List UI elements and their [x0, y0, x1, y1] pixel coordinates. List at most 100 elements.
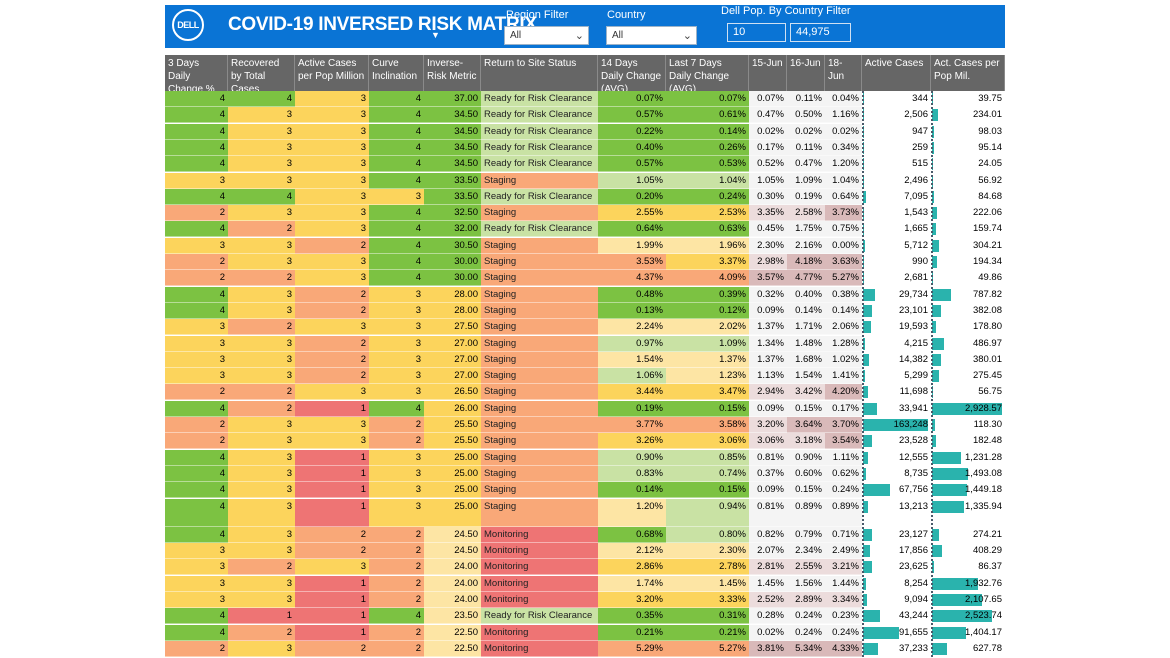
cell-value: 29,734	[898, 288, 928, 300]
cell-curve-inclination: 4	[369, 172, 424, 189]
cell-value: 9,094	[904, 594, 928, 605]
column-header-curve-inclination[interactable]: Curve Inclination	[369, 55, 424, 91]
cell-active-per-pop-mil: 1,493.08	[931, 465, 1005, 482]
cell-jun-15: 0.81%	[749, 449, 787, 466]
sort-descending-icon[interactable]: ▼	[431, 30, 440, 40]
column-header-active-per-million[interactable]: Active Cases per Pop Million	[295, 55, 369, 91]
cell-recovered-ratio: 3	[228, 482, 295, 499]
table-row[interactable]: 4 4 3 3 33.50 Ready for Risk Clearance 0.20% 0.…	[165, 188, 1005, 205]
table-row[interactable]: 3 3 1 2 24.00 Monitoring 1.74% 1.45% 1.45% 1.56% 1…	[165, 575, 1005, 592]
table-row[interactable]: 3 3 2 3 27.00 Staging 1.54% 1.37% 1.37% 1.68% 1.02…	[165, 351, 1005, 368]
column-separator	[862, 91, 864, 658]
cell-active-per-million: 1	[295, 575, 369, 592]
cell-value: 39.75	[978, 93, 1002, 104]
table-row[interactable]: 4 3 1 3 25.00 Staging 0.14% 0.15% 0.09% 0.15% 0.24…	[165, 482, 1005, 499]
cell-recovered-ratio: 3	[228, 417, 295, 433]
data-bar	[863, 402, 877, 415]
cell-three-day-change: 4	[165, 482, 228, 499]
table-row[interactable]: 4 2 3 4 32.00 Ready for Risk Clearance 0.64% 0.…	[165, 221, 1005, 238]
table-row[interactable]: 3 3 1 2 24.00 Monitoring 3.20% 3.33% 2.52% 2.89% 3…	[165, 592, 1005, 608]
table-row[interactable]: 4 3 1 3 25.00 Staging 1.20% 0.94% 0.81% 0.89% 0.89…	[165, 498, 1005, 527]
column-header-fourteen-day-avg[interactable]: 14 Days Daily Change (AVG)	[598, 55, 666, 95]
cell-return-status: Staging	[481, 433, 598, 450]
region-filter-dropdown[interactable]: All ⌄	[504, 26, 589, 45]
column-header-inverse-risk-metric[interactable]: Inverse-Risk Metric	[424, 55, 481, 91]
table-row[interactable]: 4 2 1 4 26.00 Staging 0.19% 0.15% 0.09% 0.15% 0.17…	[165, 400, 1005, 417]
cell-inverse-risk-metric: 30.00	[424, 270, 481, 287]
data-bar	[932, 256, 937, 268]
cell-active-cases: 2,496	[862, 172, 931, 189]
data-bar	[932, 577, 979, 590]
cell-jun-16: 2.55%	[787, 559, 825, 576]
cell-seven-day-avg: 3.58%	[666, 417, 749, 433]
table-row[interactable]: 4 3 1 3 25.00 Staging 0.83% 0.74% 0.37% 0.60% 0.62…	[165, 465, 1005, 482]
data-bar	[932, 304, 942, 317]
table-row[interactable]: 4 3 3 4 34.50 Ready for Risk Clearance 0.57% 0.…	[165, 156, 1005, 173]
table-row[interactable]: 3 3 2 2 24.50 Monitoring 2.12% 2.30% 2.07% 2.34% 2…	[165, 543, 1005, 560]
cell-value: 1,449.18	[965, 484, 1002, 496]
column-header-jun-15[interactable]: 15-Jun	[749, 55, 787, 91]
country-filter-dropdown[interactable]: All ⌄	[606, 26, 697, 45]
cell-jun-16: 1.56%	[787, 575, 825, 592]
cell-curve-inclination: 4	[369, 205, 424, 222]
table-row[interactable]: 3 3 2 3 27.00 Staging 0.97% 1.09% 1.34% 1.48% 1.28…	[165, 335, 1005, 352]
table-row[interactable]: 3 3 3 4 33.50 Staging 1.05% 1.04% 1.05% 1.09% 1.04…	[165, 172, 1005, 189]
table-row[interactable]: 4 4 3 4 37.00 Ready for Risk Clearance 0.07% 0.…	[165, 91, 1005, 107]
cell-active-cases: 11,698	[862, 384, 931, 401]
cell-active-per-pop-mil: 1,231.28	[931, 449, 1005, 466]
table-row[interactable]: 4 3 3 4 34.50 Ready for Risk Clearance 0.57% 0.…	[165, 107, 1005, 124]
cell-curve-inclination: 3	[369, 302, 424, 319]
cell-value: 382.08	[972, 304, 1002, 316]
table-row[interactable]: 2 3 3 4 32.50 Staging 2.55% 2.53% 3.35% 2.58% 3.73…	[165, 205, 1005, 222]
column-header-active-per-pop-mil[interactable]: Act. Cases per Pop Mil.	[931, 55, 1005, 91]
pop-filter-min-input[interactable]: 10	[727, 23, 786, 42]
table-row[interactable]: 2 2 3 3 26.50 Staging 3.44% 3.47% 2.94% 3.42% 4.20…	[165, 384, 1005, 401]
column-header-active-cases[interactable]: Active Cases	[862, 55, 931, 91]
cell-jun-18: 1.28%	[825, 335, 862, 352]
table-row[interactable]: 4 3 3 4 34.50 Ready for Risk Clearance 0.22% 0.…	[165, 123, 1005, 140]
cell-fourteen-day-avg: 0.21%	[598, 624, 666, 641]
cell-recovered-ratio: 3	[228, 254, 295, 270]
cell-jun-18: 0.75%	[825, 221, 862, 238]
cell-value: 23,528	[898, 435, 928, 447]
table-row[interactable]: 2 2 3 4 30.00 Staging 4.37% 4.09% 3.57% 4.77% 5.27…	[165, 270, 1005, 287]
table-row[interactable]: 4 2 1 2 22.50 Monitoring 0.21% 0.21% 0.02% 0.24% 0…	[165, 624, 1005, 641]
table-row[interactable]: 3 2 3 3 27.50 Staging 2.24% 2.02% 1.37% 1.71% 2.06…	[165, 319, 1005, 336]
table-row[interactable]: 2 3 2 2 22.50 Monitoring 5.29% 5.27% 3.81% 5.34% 4…	[165, 640, 1005, 657]
cell-fourteen-day-avg: 0.35%	[598, 608, 666, 625]
cell-curve-inclination: 2	[369, 526, 424, 543]
cell-value: 11,698	[899, 386, 928, 398]
cell-three-day-change: 4	[165, 286, 228, 303]
cell-active-per-million: 2	[295, 543, 369, 560]
column-header-seven-day-avg[interactable]: Last 7 Days Daily Change (AVG)	[666, 55, 749, 95]
cell-jun-15: 0.07%	[749, 91, 787, 107]
table-row[interactable]: 4 3 2 3 28.00 Staging 0.48% 0.39% 0.32% 0.40% 0.38…	[165, 286, 1005, 303]
column-header-return-status[interactable]: Return to Site Status	[481, 55, 598, 91]
table-row[interactable]: 3 3 2 4 30.50 Staging 1.99% 1.96% 2.30% 2.16% 0.00…	[165, 237, 1005, 254]
table-row[interactable]: 3 2 3 2 24.00 Monitoring 2.86% 2.78% 2.81% 2.55% 3…	[165, 559, 1005, 576]
cell-three-day-change: 4	[165, 156, 228, 173]
cell-return-status: Staging	[481, 302, 598, 319]
cell-fourteen-day-avg: 2.55%	[598, 205, 666, 222]
table-row[interactable]: 4 3 1 3 25.00 Staging 0.90% 0.85% 0.81% 0.90% 1.11…	[165, 449, 1005, 466]
column-header-jun-18[interactable]: 18-Jun	[825, 55, 862, 91]
table-row[interactable]: 4 3 2 2 24.50 Monitoring 0.68% 0.80% 0.82% 0.79% 0…	[165, 526, 1005, 543]
column-header-jun-16[interactable]: 16-Jun	[787, 55, 825, 91]
data-bar	[863, 484, 890, 497]
table-row[interactable]: 2 3 3 2 25.50 Staging 3.26% 3.06% 3.06% 3.18% 3.54…	[165, 433, 1005, 450]
cell-three-day-change: 4	[165, 608, 228, 625]
table-row[interactable]: 2 3 3 2 25.50 Staging 3.77% 3.58% 3.20% 3.64% 3.70…	[165, 417, 1005, 433]
table-row[interactable]: 4 3 2 3 28.00 Staging 0.13% 0.12% 0.09% 0.14% 0.14…	[165, 302, 1005, 319]
column-header-recovered-ratio[interactable]: Recovered by Total Cases	[228, 55, 295, 95]
cell-value: 627.78	[972, 642, 1002, 654]
table-row[interactable]: 3 3 2 3 27.00 Staging 1.06% 1.23% 1.13% 1.54% 1.41…	[165, 368, 1005, 385]
cell-seven-day-avg: 0.26%	[666, 139, 749, 156]
cell-active-per-million: 3	[295, 254, 369, 270]
table-row[interactable]: 4 3 3 4 34.50 Ready for Risk Clearance 0.40% 0.…	[165, 139, 1005, 156]
table-row[interactable]: 2 3 3 4 30.00 Staging 3.53% 3.37% 2.98% 4.18% 3.63…	[165, 254, 1005, 270]
table-row[interactable]: 4 1 1 4 23.50 Ready for Risk Clearance 0.35% 0.…	[165, 608, 1005, 625]
pop-filter-max-input[interactable]: 44,975	[790, 23, 851, 42]
column-header-three-day-change[interactable]: 3 Days Daily Change %	[165, 55, 228, 95]
cell-jun-16: 4.77%	[787, 270, 825, 287]
cell-seven-day-avg: 0.85%	[666, 449, 749, 466]
